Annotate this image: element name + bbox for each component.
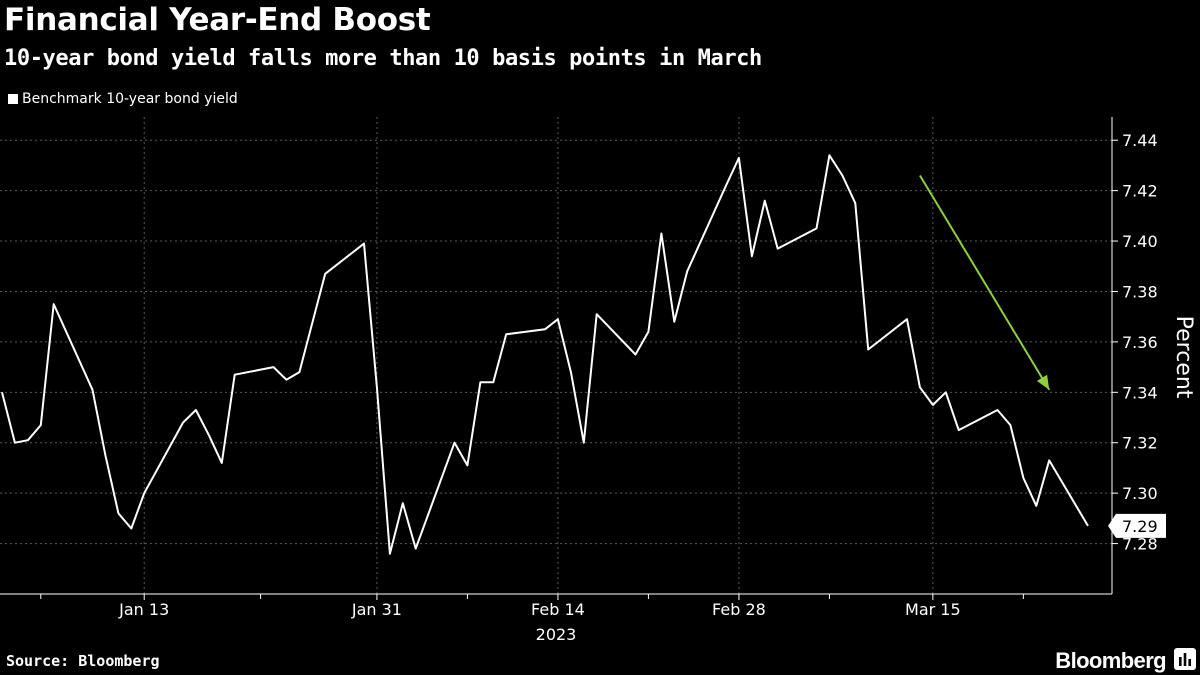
x-tick-label: Jan 31 <box>351 600 402 619</box>
x-axis-year-label: 2023 <box>536 625 577 644</box>
y-tick-label: 7.32 <box>1122 434 1158 453</box>
legend-label: Benchmark 10-year bond yield <box>22 91 238 107</box>
y-tick-label: 7.30 <box>1122 484 1158 503</box>
annotation-layer <box>919 174 1051 391</box>
x-tick-label: Feb 14 <box>531 600 585 619</box>
last-value-label: 7.29 <box>1122 517 1158 536</box>
axes <box>0 117 1118 600</box>
trend-arrow-line <box>919 174 1051 391</box>
y-axis-label: Percent <box>1171 316 1196 399</box>
last-value-box <box>1108 513 1166 538</box>
x-tick-label: Jan 13 <box>118 600 169 619</box>
trend-arrow-head-icon <box>1036 374 1050 390</box>
y-tick-label: 7.38 <box>1122 282 1158 301</box>
bar-chart-icon <box>1174 648 1196 670</box>
y-tick-label: 7.36 <box>1122 333 1158 352</box>
x-tick-label: Mar 15 <box>905 600 961 619</box>
series-layer <box>1 154 1089 555</box>
y-tick-label: 7.44 <box>1122 131 1158 150</box>
y-tick-label: 7.34 <box>1122 383 1158 402</box>
last-value-marker: 7.29 <box>1108 513 1166 538</box>
chart-subtitle: 10-year bond yield falls more than 10 ba… <box>4 46 762 71</box>
y-tick-label: 7.40 <box>1122 232 1158 251</box>
y-tick-label: 7.42 <box>1122 182 1158 201</box>
grid-lines <box>0 117 1112 594</box>
series-line-benchmark-10-year-bond-yield <box>1 154 1089 555</box>
source-note: Source: Bloomberg <box>6 652 160 670</box>
brand-logo: Bloomberg <box>1055 648 1166 673</box>
y-tick-label: 7.28 <box>1122 535 1158 554</box>
tick-labels: Jan 13 Jan 31 Feb 14 Feb 28 Mar 15 7.28 7.30 7.… <box>118 131 1157 619</box>
x-tick-label: Feb 28 <box>712 600 766 619</box>
chart-title: Financial Year-End Boost <box>4 2 431 38</box>
legend: Benchmark 10-year bond yield <box>8 91 238 107</box>
legend-swatch-icon <box>8 94 18 104</box>
